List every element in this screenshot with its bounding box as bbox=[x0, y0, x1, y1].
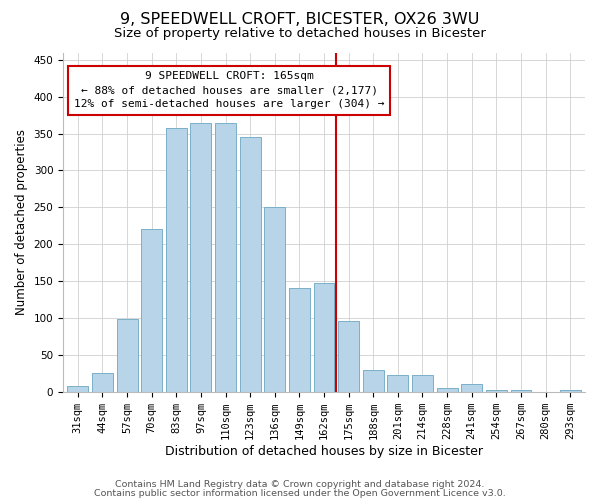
Bar bbox=[461, 384, 482, 392]
Bar bbox=[486, 390, 507, 392]
Bar bbox=[511, 390, 532, 392]
Bar bbox=[560, 390, 581, 392]
Bar bbox=[67, 386, 88, 392]
Bar bbox=[338, 321, 359, 392]
Text: Contains HM Land Registry data © Crown copyright and database right 2024.: Contains HM Land Registry data © Crown c… bbox=[115, 480, 485, 489]
Bar bbox=[265, 208, 285, 392]
Bar bbox=[92, 374, 113, 392]
Bar bbox=[412, 376, 433, 392]
Bar bbox=[190, 122, 211, 392]
Bar bbox=[289, 288, 310, 392]
Bar bbox=[141, 230, 162, 392]
Bar bbox=[363, 370, 384, 392]
Y-axis label: Number of detached properties: Number of detached properties bbox=[15, 129, 28, 315]
Bar bbox=[116, 320, 137, 392]
Bar bbox=[215, 122, 236, 392]
Text: Contains public sector information licensed under the Open Government Licence v3: Contains public sector information licen… bbox=[94, 488, 506, 498]
Bar bbox=[166, 128, 187, 392]
X-axis label: Distribution of detached houses by size in Bicester: Distribution of detached houses by size … bbox=[165, 444, 483, 458]
Text: 9, SPEEDWELL CROFT, BICESTER, OX26 3WU: 9, SPEEDWELL CROFT, BICESTER, OX26 3WU bbox=[121, 12, 479, 28]
Bar bbox=[239, 138, 260, 392]
Text: Size of property relative to detached houses in Bicester: Size of property relative to detached ho… bbox=[114, 28, 486, 40]
Text: 9 SPEEDWELL CROFT: 165sqm
← 88% of detached houses are smaller (2,177)
12% of se: 9 SPEEDWELL CROFT: 165sqm ← 88% of detac… bbox=[74, 71, 385, 109]
Bar bbox=[388, 376, 409, 392]
Bar bbox=[437, 388, 458, 392]
Bar bbox=[314, 282, 334, 392]
